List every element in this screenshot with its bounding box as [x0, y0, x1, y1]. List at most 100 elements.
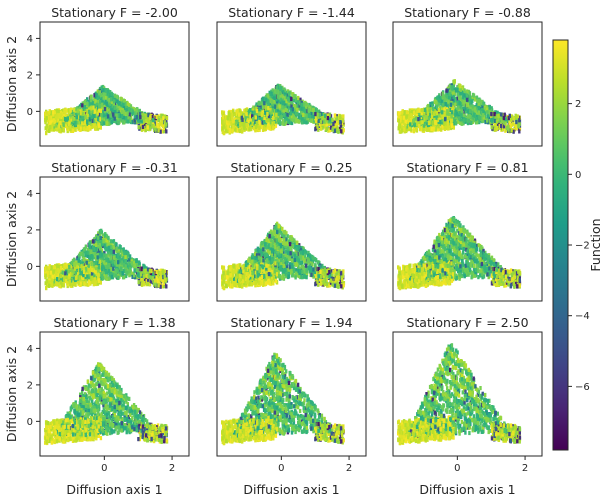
scatter-point — [312, 107, 315, 112]
scatter-point — [302, 112, 305, 118]
scatter-point — [422, 127, 425, 132]
scatter-point — [112, 99, 116, 104]
scatter-point — [98, 117, 101, 122]
scatter-point — [434, 111, 437, 116]
scatter-point — [122, 119, 125, 124]
scatter-point — [450, 89, 453, 94]
scatter-point — [258, 125, 261, 131]
scatter-point — [227, 118, 230, 123]
scatter-point — [59, 121, 62, 126]
scatter-point — [466, 121, 470, 126]
scatter-point — [418, 108, 421, 113]
scatter-point — [326, 116, 330, 121]
scatter-point — [510, 115, 513, 120]
scatter-point — [69, 114, 72, 119]
scatter-point — [503, 112, 506, 117]
scatter-point — [267, 123, 270, 128]
scatter-point — [49, 120, 52, 125]
scatter-point — [278, 104, 281, 109]
scatter-point — [87, 104, 91, 109]
scatter-point — [99, 96, 103, 101]
scatter-point — [110, 91, 113, 96]
scatter-point — [509, 125, 513, 130]
scatter-point — [47, 121, 50, 126]
scatter-point — [158, 124, 161, 130]
scatter-point — [113, 118, 116, 123]
scatter-point — [263, 127, 267, 132]
scatter-point — [79, 124, 82, 129]
scatter-point — [115, 113, 118, 118]
scatter-point — [83, 121, 86, 126]
scatter-point — [511, 121, 515, 126]
scatter-point — [263, 101, 266, 106]
scatter-point — [300, 109, 303, 115]
scatter-point — [231, 116, 234, 121]
scatter-point — [108, 97, 111, 103]
scatter-point — [479, 102, 483, 108]
scatter-point — [128, 112, 131, 117]
scatter-point — [59, 118, 62, 123]
scatter-point — [52, 122, 55, 127]
scatter-point — [276, 99, 279, 104]
scatter-point — [105, 98, 109, 104]
scatter-point — [268, 126, 271, 131]
scatter-point — [466, 118, 469, 123]
scatter-point — [294, 115, 297, 120]
scatter-point — [128, 109, 131, 114]
scatter-point — [95, 102, 99, 107]
scatter-point — [69, 108, 72, 113]
scatter-point — [286, 107, 290, 112]
scatter-point — [264, 120, 267, 125]
scatter-point — [258, 101, 261, 106]
scatter-point — [50, 110, 53, 115]
scatter-point — [284, 120, 288, 125]
scatter-point — [155, 120, 158, 125]
scatter-point — [475, 103, 478, 108]
scatter-point — [79, 127, 82, 132]
scatter-point — [112, 112, 115, 117]
scatter-point — [74, 120, 77, 125]
scatter-point — [435, 110, 438, 116]
scatter-point — [430, 114, 434, 119]
scatter-point — [309, 106, 312, 111]
scatter-point — [460, 90, 463, 95]
scatter-point — [147, 113, 150, 118]
scatter-point — [278, 90, 282, 96]
scatter-point — [45, 124, 49, 129]
scatter-point — [446, 111, 449, 116]
scatter-point — [281, 119, 285, 124]
scatter-point — [99, 93, 102, 98]
scatter-point — [475, 95, 479, 100]
scatter-point — [97, 99, 100, 104]
scatter-point — [62, 113, 66, 118]
scatter-point — [227, 121, 230, 126]
scatter-point — [481, 105, 484, 110]
scatter-point — [268, 110, 271, 115]
scatter-point — [464, 109, 467, 114]
scatter-point — [283, 118, 286, 123]
scatter-point — [95, 98, 99, 104]
scatter-point — [99, 121, 102, 126]
scatter-point — [498, 118, 501, 123]
scatter-point — [159, 129, 162, 134]
scatter-point — [117, 113, 120, 118]
scatter-point — [445, 93, 448, 98]
scatter-point — [222, 124, 226, 129]
scatter-point — [147, 115, 150, 120]
scatter-point — [287, 115, 290, 120]
scatter-point — [441, 124, 444, 129]
scatter-point — [260, 99, 264, 104]
scatter-point — [437, 121, 440, 126]
scatter-point — [421, 120, 424, 125]
scatter-point — [253, 110, 256, 115]
scatter-point — [342, 128, 345, 133]
scatter-point — [340, 129, 343, 134]
scatter-point — [127, 119, 130, 124]
scatter-point — [242, 111, 245, 116]
scatter-point — [452, 117, 455, 122]
scatter-point — [228, 127, 231, 133]
scatter-point — [325, 124, 328, 129]
scatter-point — [307, 108, 311, 113]
scatter-point — [400, 119, 404, 124]
scatter-point — [443, 121, 446, 127]
